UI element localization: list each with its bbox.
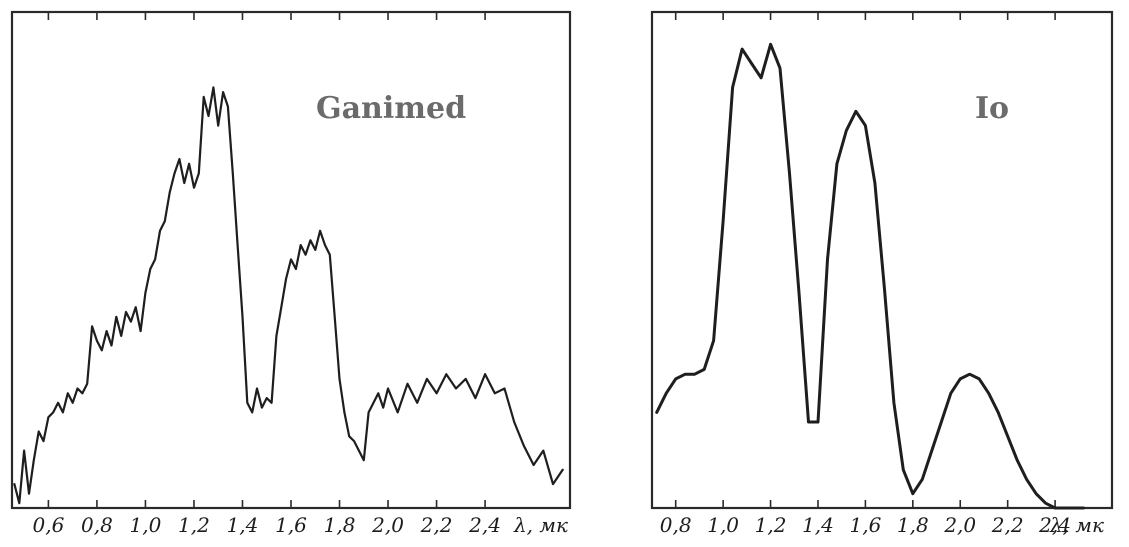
io-x-tick-label: 2,0	[943, 513, 976, 537]
ganimed-spectrum-line	[13, 86, 564, 505]
ganimed-x-tick-label: 1,6	[275, 513, 307, 537]
ganimed-x-tick-label: 0,6	[32, 513, 64, 537]
ganimed-x-axis-label: λ, мк	[513, 513, 568, 537]
ganimed-x-ticks	[47, 12, 486, 508]
ganimed-x-tick-label: 1,2	[178, 513, 210, 537]
io-spectrum-line	[655, 42, 1085, 510]
ganimed-x-tick-label: 1,0	[130, 513, 162, 537]
io-x-tick-label: 1,0	[707, 513, 739, 537]
ganimed-title: Ganimed	[316, 91, 466, 126]
ganimed-x-tick-label: 1,8	[324, 513, 356, 537]
io-x-tick-labels: 0,8 1,0 1,2 1,4 1,6 1,8 2,0 2,2 2,4	[660, 513, 1071, 537]
ganimed-panel: 0,6 0,8 1,0 1,2 1,4 1,6 1,8 2,0 2,2 2,4 Ganimed λ…	[10, 10, 572, 537]
ganimed-x-tick-label: 1,4	[227, 513, 259, 537]
io-x-tick-label: 1,2	[755, 513, 787, 537]
io-x-axis-label: λ, мк	[1049, 513, 1104, 537]
io-panel: 0,8 1,0 1,2 1,4 1,6 1,8 2,0 2,2 2,4 Io λ, мк	[650, 10, 1114, 537]
ganimed-x-tick-label: 2,2	[420, 513, 453, 537]
io-title: Io	[975, 91, 1009, 126]
io-plot-frame	[650, 10, 1114, 510]
io-x-tick-label: 0,8	[660, 513, 692, 537]
io-x-tick-label: 1,8	[897, 513, 929, 537]
io-x-tick-label: 1,6	[849, 513, 881, 537]
io-x-tick-label: 2,2	[991, 513, 1024, 537]
ganimed-x-tick-label: 0,8	[81, 513, 113, 537]
ganimed-x-tick-label: 2,0	[371, 513, 404, 537]
ganimed-x-tick-labels: 0,6 0,8 1,0 1,2 1,4 1,6 1,8 2,0 2,2 2,4	[32, 513, 501, 537]
io-x-tick-label: 1,4	[802, 513, 834, 537]
ganimed-x-tick-label: 2,4	[468, 513, 501, 537]
io-x-tick-label: 2,4	[1038, 513, 1071, 537]
